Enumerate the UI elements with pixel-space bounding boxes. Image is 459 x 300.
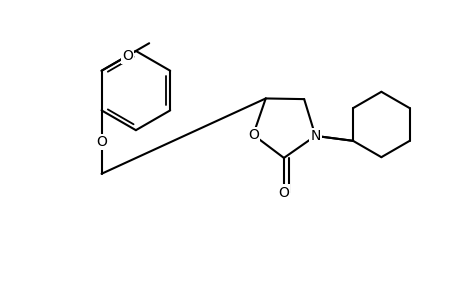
- Text: O: O: [247, 128, 258, 142]
- Text: O: O: [96, 135, 107, 149]
- Text: O: O: [122, 49, 133, 63]
- Text: N: N: [309, 129, 320, 143]
- Text: O: O: [278, 186, 289, 200]
